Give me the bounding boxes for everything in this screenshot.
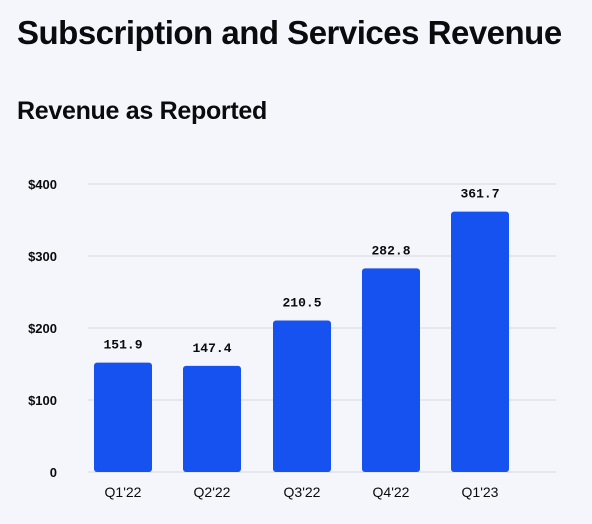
data-label: 147.4 — [192, 341, 231, 356]
bar — [94, 362, 152, 472]
x-tick-label: Q1'23 — [462, 484, 499, 500]
chart-subtitle: Revenue as Reported — [17, 97, 267, 125]
bar — [451, 211, 509, 473]
data-label: 361.7 — [460, 187, 499, 202]
y-tick-label: $300 — [28, 249, 57, 264]
x-axis-ticks: Q1'22 Q2'22 Q3'22 Q4'22 Q1'23 — [105, 484, 499, 500]
bar — [362, 268, 420, 472]
bars — [94, 211, 509, 473]
bar — [183, 365, 241, 472]
bar — [273, 320, 331, 472]
y-tick-label: 0 — [50, 465, 57, 480]
x-tick-label: Q2'22 — [194, 484, 231, 500]
y-tick-label: $200 — [28, 321, 57, 336]
x-tick-label: Q3'22 — [284, 484, 321, 500]
y-tick-label: $100 — [28, 393, 57, 408]
data-label: 210.5 — [282, 295, 321, 310]
data-label: 151.9 — [103, 338, 142, 353]
x-tick-label: Q4'22 — [373, 484, 410, 500]
data-labels: 151.9 147.4 210.5 282.8 361.7 — [103, 187, 499, 356]
y-axis-ticks: 0 $100 $200 $300 $400 — [28, 177, 57, 480]
y-tick-label: $400 — [28, 177, 57, 192]
chart-title: Subscription and Services Revenue — [17, 14, 562, 51]
x-tick-label: Q1'22 — [105, 484, 142, 500]
data-label: 282.8 — [371, 243, 410, 258]
